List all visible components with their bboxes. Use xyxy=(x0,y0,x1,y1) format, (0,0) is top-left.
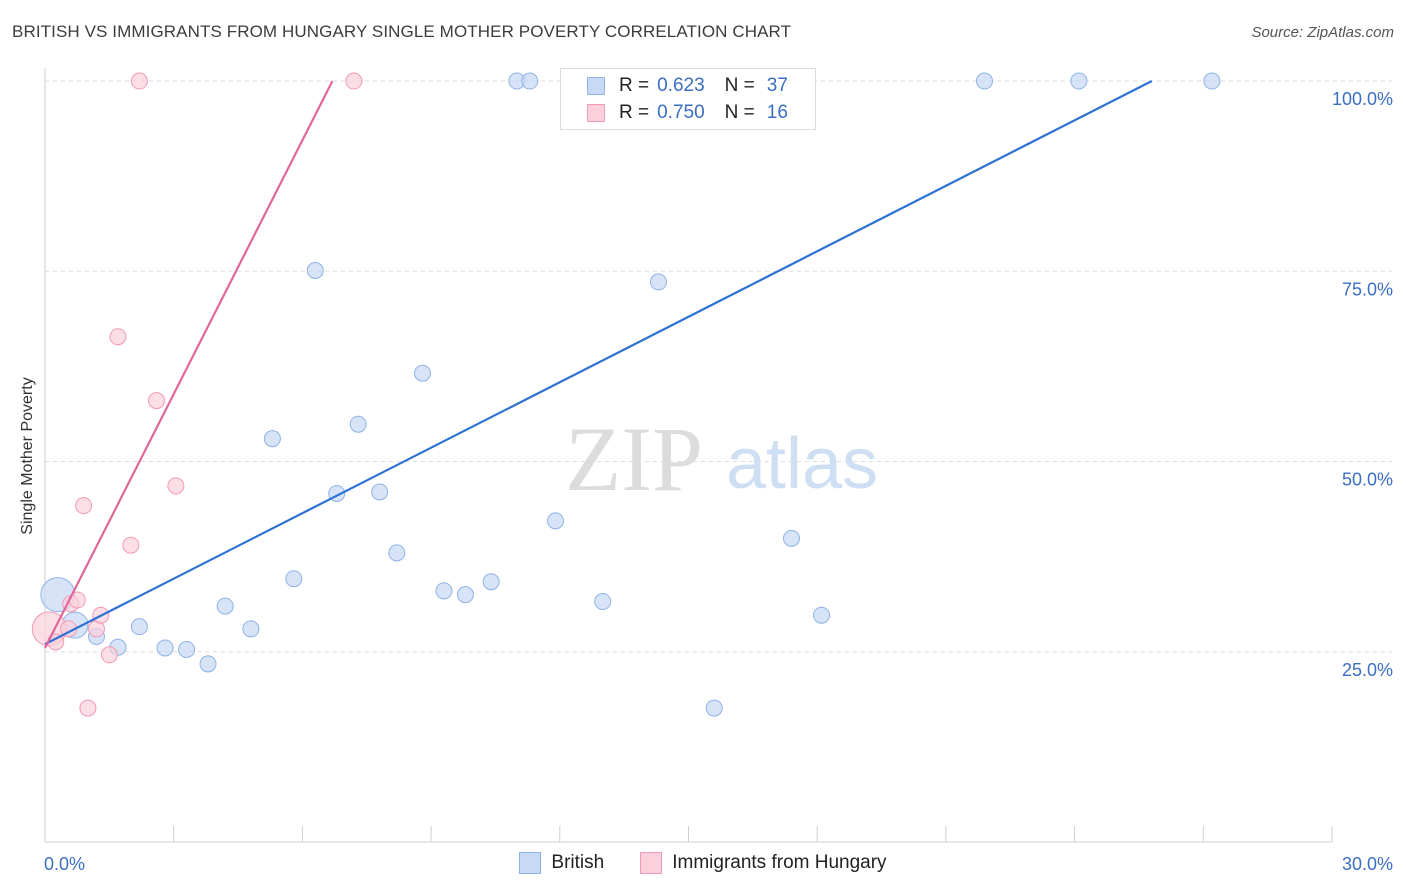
n-value: 37 xyxy=(766,75,788,96)
point-british xyxy=(414,364,432,382)
hungary-swatch xyxy=(587,104,605,122)
point-british xyxy=(349,415,367,433)
legend-label-hungary: Immigrants from Hungary xyxy=(672,852,887,873)
legend-series: British Immigrants from Hungary xyxy=(0,852,1406,874)
point-layer xyxy=(31,72,1221,717)
n-value: 16 xyxy=(766,102,788,123)
point-british xyxy=(812,606,830,624)
point-british xyxy=(482,573,500,591)
point-british xyxy=(1070,72,1088,90)
british-swatch xyxy=(519,852,542,874)
point-british xyxy=(130,618,148,636)
british-swatch xyxy=(587,77,605,95)
point-british xyxy=(705,699,723,717)
legend-item-british[interactable]: British xyxy=(519,852,604,874)
r-label: R = xyxy=(619,102,650,123)
y-tick-label: 75.0% xyxy=(1342,279,1393,299)
point-british xyxy=(371,483,389,501)
point-hungary xyxy=(122,536,140,554)
r-value: 0.750 xyxy=(657,102,705,123)
y-tick-label: 100.0% xyxy=(1332,89,1393,109)
point-hungary xyxy=(109,328,127,346)
trend-layer xyxy=(44,80,1153,649)
point-hungary xyxy=(148,392,166,410)
point-british xyxy=(435,582,453,600)
point-hungary xyxy=(167,477,185,495)
grid-layer xyxy=(45,80,1392,653)
point-british xyxy=(456,586,474,604)
tick-layer: 25.0% 50.0% 75.0% 100.0% 0.0% 30.0% xyxy=(44,89,1393,874)
r-label: R = xyxy=(619,75,650,96)
point-british xyxy=(216,597,234,615)
x-tick-label: 0.0% xyxy=(44,854,85,874)
chart-source: Source: ZipAtlas.com xyxy=(1251,24,1394,41)
point-british xyxy=(547,512,565,530)
watermark: ZIP atlas xyxy=(565,408,878,510)
point-hungary xyxy=(79,699,97,717)
point-british xyxy=(285,570,303,588)
point-british xyxy=(594,593,612,611)
n-label: N = xyxy=(724,75,755,96)
trendline-hungary xyxy=(44,80,334,649)
chart-title: BRITISH VS IMMIGRANTS FROM HUNGARY SINGL… xyxy=(12,22,792,41)
legend-row-british: R = 0.623 N = 37 xyxy=(587,73,788,99)
point-british xyxy=(306,262,324,280)
legend-label-british: British xyxy=(551,852,605,873)
point-british xyxy=(199,655,217,673)
r-value: 0.623 xyxy=(657,75,705,96)
point-british xyxy=(242,620,260,638)
y-tick-label: 25.0% xyxy=(1342,660,1393,680)
point-british xyxy=(976,72,994,90)
legend-row-hungary: R = 0.750 N = 16 xyxy=(587,100,788,126)
point-british xyxy=(521,72,539,90)
point-hungary xyxy=(100,646,118,664)
point-british xyxy=(178,640,196,658)
point-british xyxy=(156,639,174,657)
watermark-atlas: atlas xyxy=(726,424,878,504)
y-tick-label: 50.0% xyxy=(1342,470,1393,490)
legend-item-hungary[interactable]: Immigrants from Hungary xyxy=(640,852,887,874)
point-hungary xyxy=(75,497,93,515)
point-british xyxy=(649,273,667,291)
point-british xyxy=(388,544,406,562)
x-tick-label: 30.0% xyxy=(1342,854,1393,874)
n-label: N = xyxy=(724,102,755,123)
point-british xyxy=(782,529,800,547)
hungary-swatch xyxy=(640,852,663,874)
point-british xyxy=(263,430,281,448)
point-british xyxy=(1203,72,1221,90)
axis-layer xyxy=(44,68,1333,843)
point-hungary xyxy=(345,72,363,90)
trendline-british xyxy=(44,80,1153,646)
point-hungary xyxy=(130,72,148,90)
legend-stats: R = 0.623 N = 37 R = 0.750 N = 16 xyxy=(560,68,816,130)
watermark-zip: ZIP xyxy=(565,408,703,510)
